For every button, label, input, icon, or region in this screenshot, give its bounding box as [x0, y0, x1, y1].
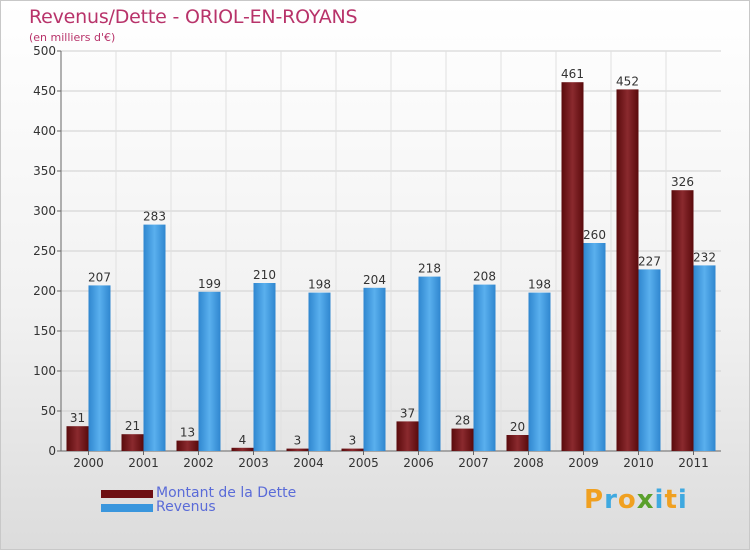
- y-tick-label: 300: [33, 204, 56, 218]
- data-label-dette: 13: [180, 426, 195, 440]
- y-tick-label: 350: [33, 164, 56, 178]
- bar-dette: [176, 440, 199, 451]
- bar-revenus: [143, 224, 166, 451]
- data-label-dette: 326: [671, 175, 694, 189]
- bar-revenus: [418, 276, 441, 451]
- data-label-revenus: 204: [363, 273, 386, 287]
- logo-letter: r: [604, 485, 618, 515]
- data-label-dette: 3: [349, 434, 357, 448]
- logo-letter: x: [636, 485, 655, 515]
- bar-dette: [341, 448, 364, 451]
- data-label-revenus: 198: [528, 278, 551, 292]
- bar-revenus: [583, 243, 606, 451]
- data-label-revenus: 232: [693, 250, 716, 264]
- x-tick-label: 2009: [568, 456, 599, 470]
- bar-revenus: [693, 265, 716, 451]
- axis-layer: 0 50 100 150 200 250 300 350 400 450 500 2000 2001 20…: [33, 44, 721, 470]
- bar-dette: [506, 435, 529, 451]
- proxiti-logo: Proxiti: [584, 485, 688, 515]
- chart-subtitle: (en milliers d'€): [29, 31, 116, 44]
- x-tick-label: 2010: [623, 456, 654, 470]
- y-tick-label: 250: [33, 244, 56, 258]
- x-tick-label: 2005: [348, 456, 379, 470]
- bar-revenus: [198, 291, 221, 451]
- legend-label-revenus: Revenus: [156, 499, 216, 515]
- data-label-dette: 461: [561, 67, 584, 81]
- legend-swatch-dette: [101, 490, 153, 498]
- bar-dette: [451, 428, 474, 451]
- y-tick-label: 450: [33, 84, 56, 98]
- data-label-revenus: 283: [143, 210, 166, 224]
- bar-revenus: [638, 269, 661, 451]
- logo-letter: P: [584, 485, 605, 515]
- bar-dette: [231, 447, 254, 451]
- bar-dette: [121, 434, 144, 451]
- bar-layer: [66, 82, 716, 452]
- x-tick-label: 2000: [73, 456, 104, 470]
- logo-letter: i: [654, 485, 665, 515]
- data-label-dette: 28: [455, 414, 470, 428]
- logo-letter: t: [664, 485, 678, 515]
- data-label-revenus: 210: [253, 268, 276, 282]
- bar-dette: [396, 421, 419, 451]
- data-label-revenus: 260: [583, 228, 606, 242]
- grid-layer: [61, 50, 721, 452]
- x-tick-label: 2002: [183, 456, 214, 470]
- chart-title: Revenus/Dette - ORIOL-EN-ROYANS: [29, 6, 358, 28]
- x-tick-label: 2008: [513, 456, 544, 470]
- data-label-revenus: 198: [308, 278, 331, 292]
- data-label-revenus: 218: [418, 262, 441, 276]
- y-tick-label: 200: [33, 284, 56, 298]
- data-label-revenus: 208: [473, 270, 496, 284]
- x-tick-label: 2001: [128, 456, 159, 470]
- data-label-dette: 20: [510, 420, 525, 434]
- logo-letter: i: [677, 485, 688, 515]
- data-label-revenus: 199: [198, 277, 221, 291]
- data-label-revenus: 207: [88, 270, 111, 284]
- label-layer: 31 207 21 283 13 199 4 210 3 198 3 204 37 218 28 208 20 1…: [70, 67, 716, 447]
- logo-letter: o: [617, 485, 637, 515]
- data-label-dette: 31: [70, 411, 85, 425]
- bar-revenus: [528, 292, 551, 451]
- legend-label-dette: Montant de la Dette: [156, 485, 297, 501]
- bar-revenus: [88, 285, 111, 451]
- data-label-dette: 4: [239, 433, 247, 447]
- bar-revenus: [363, 287, 386, 451]
- y-tick-label: 100: [33, 364, 56, 378]
- data-label-dette: 452: [616, 74, 639, 88]
- legend-swatch-revenus: [101, 504, 153, 512]
- bar-revenus: [308, 292, 331, 451]
- x-tick-label: 2006: [403, 456, 434, 470]
- x-tick-label: 2011: [678, 456, 709, 470]
- bar-revenus: [253, 283, 276, 451]
- bar-dette: [671, 190, 694, 451]
- bar-dette: [66, 426, 89, 451]
- y-tick-label: 150: [33, 324, 56, 338]
- data-label-dette: 3: [294, 434, 302, 448]
- y-tick-label: 400: [33, 124, 56, 138]
- x-tick-label: 2003: [238, 456, 269, 470]
- x-tick-label: 2004: [293, 456, 324, 470]
- bar-dette: [286, 448, 309, 451]
- data-label-revenus: 227: [638, 254, 661, 268]
- x-tick-label: 2007: [458, 456, 489, 470]
- data-label-dette: 21: [125, 419, 140, 433]
- bar-revenus: [473, 284, 496, 451]
- bar-dette: [616, 89, 639, 452]
- y-tick-label: 50: [41, 404, 56, 418]
- bar-dette: [561, 82, 584, 451]
- y-tick-label: 0: [48, 444, 56, 458]
- y-tick-label: 500: [33, 44, 56, 58]
- data-label-dette: 37: [400, 406, 415, 420]
